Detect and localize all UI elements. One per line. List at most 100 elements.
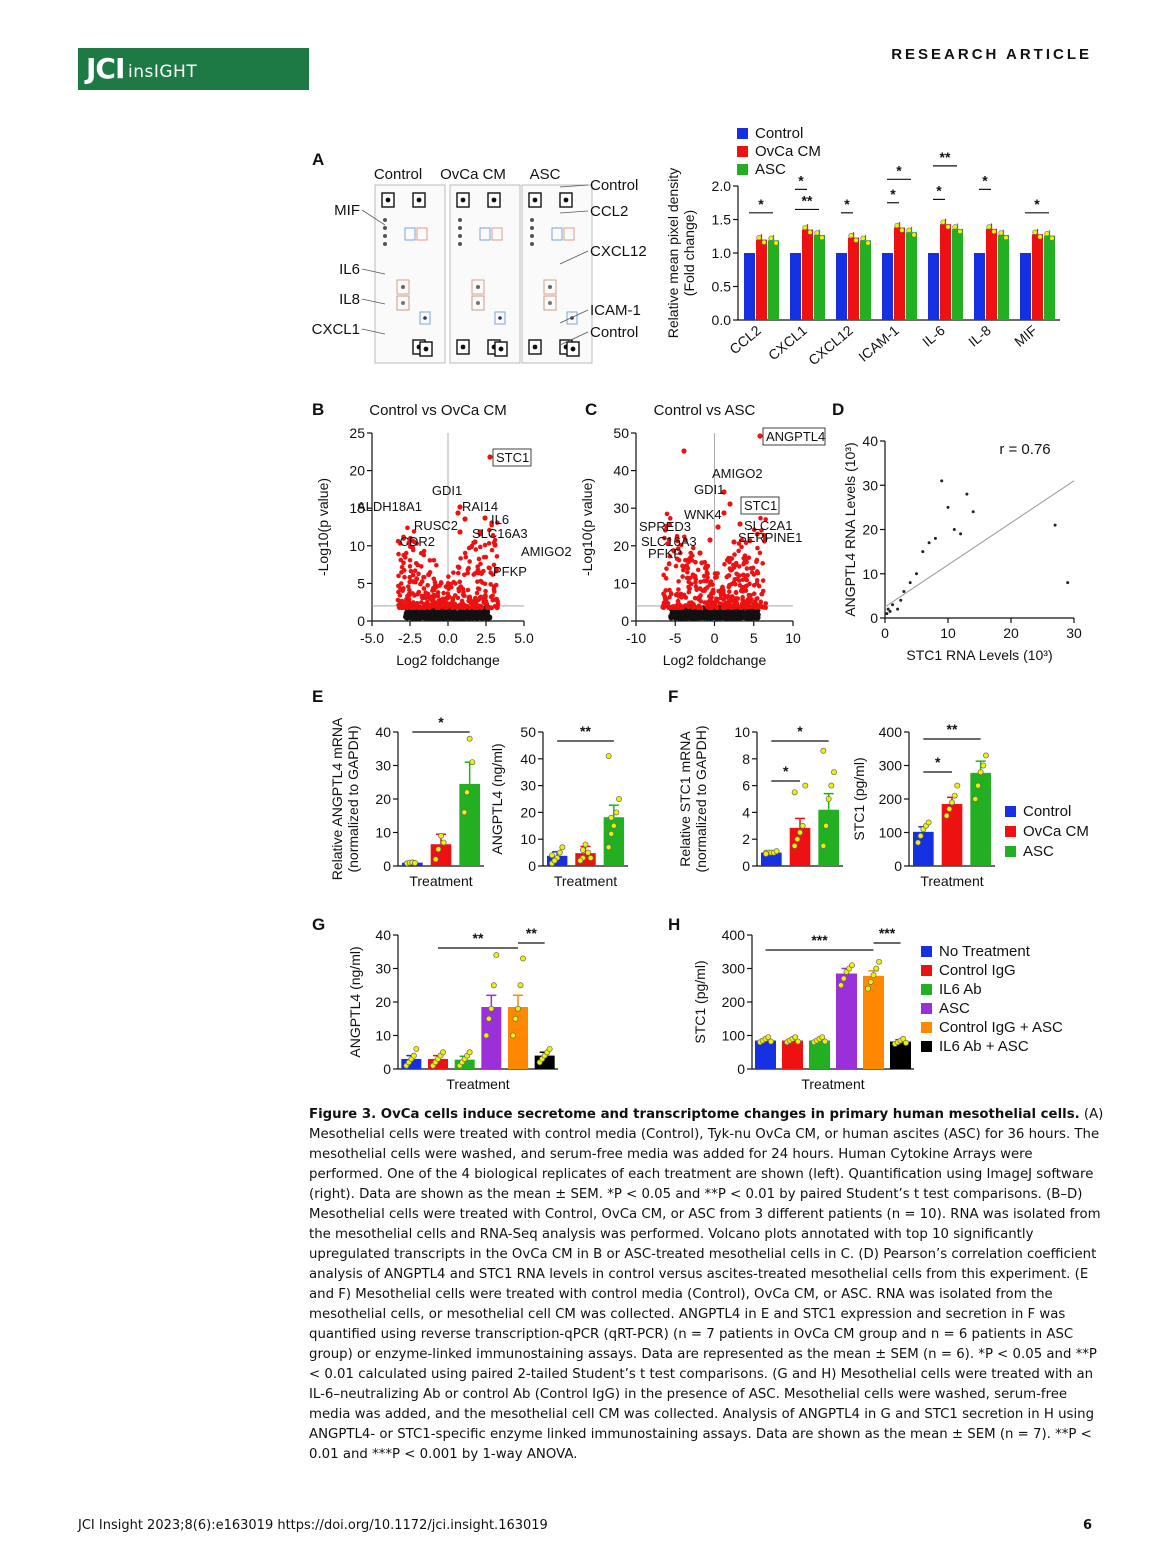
B_volcano-point-ns xyxy=(437,613,443,619)
C_volcano-point-sig xyxy=(757,433,763,439)
B_volcano-point-sig xyxy=(471,601,477,606)
F1-data-point xyxy=(828,782,835,789)
C_volcano-point-sig xyxy=(736,564,742,569)
H-data-point xyxy=(900,1035,907,1042)
A-bar xyxy=(814,234,825,320)
C_volcano-point-sig xyxy=(678,550,683,556)
F1-data-point xyxy=(794,836,801,843)
B_volcano-point-sig xyxy=(432,579,438,585)
B_volcano-y-label: -Log10(p value) xyxy=(315,478,331,576)
D-regression-line xyxy=(884,480,1075,608)
C_volcano-point-ns xyxy=(732,614,738,620)
C_volcano-gene-label: WNK4 xyxy=(684,507,722,522)
A-bar xyxy=(1044,235,1055,320)
B_volcano-point-sig xyxy=(411,579,417,585)
A-data-point xyxy=(761,239,767,245)
F2-y-tick-label: 200 xyxy=(879,791,903,807)
C_volcano-point-sig xyxy=(680,563,685,569)
A-data-point xyxy=(906,227,912,233)
H-y-tick-label: 400 xyxy=(722,927,746,943)
C_volcano-point-sig xyxy=(763,536,768,541)
F2-significance-label: * xyxy=(935,754,941,770)
icam-box xyxy=(566,311,578,325)
C_volcano-point-sig xyxy=(702,565,708,571)
E1-y-label: Relative ANGPTL4 mRNA xyxy=(329,717,345,880)
C_volcano-point-sig xyxy=(757,550,763,556)
G-y-tick-label: 0 xyxy=(383,1061,391,1077)
F1-y-tick-label: 10 xyxy=(734,724,750,740)
F2-y-tick-label: 300 xyxy=(879,758,903,774)
array-title: OvCa CM xyxy=(440,166,506,183)
panel-letter-A: A xyxy=(312,150,324,169)
array-left-label: IL6 xyxy=(339,261,360,278)
H-x-label: Treatment xyxy=(801,1076,864,1092)
B_volcano-point-sig xyxy=(462,516,468,522)
C_volcano-gene-label: SLC2A1 xyxy=(744,518,792,533)
B_volcano-point-ns xyxy=(478,615,483,621)
E2-data-point xyxy=(585,849,592,856)
A-category-label: MIF xyxy=(1011,322,1040,350)
D-data-point xyxy=(927,541,931,545)
H-legend-swatch xyxy=(921,1022,932,1033)
cytokine-array-membrane xyxy=(374,184,446,364)
A-data-point xyxy=(853,237,859,243)
C_volcano-point-sig xyxy=(737,583,743,588)
B_volcano-point-sig xyxy=(421,574,426,580)
reference-dot xyxy=(570,346,576,352)
B_volcano-gene-label: CDR2 xyxy=(400,534,435,549)
label-pointer xyxy=(361,298,386,305)
label-pointer xyxy=(361,209,386,226)
C_volcano-point-sig xyxy=(760,561,765,566)
A-data-point xyxy=(773,240,779,246)
C_volcano-point-sig xyxy=(754,596,759,602)
array-spot xyxy=(458,242,462,246)
C_volcano-point-sig xyxy=(666,537,672,542)
H-y-tick-label: 100 xyxy=(722,1028,746,1044)
C_volcano-point-sig xyxy=(710,582,715,587)
C_volcano-point-sig xyxy=(726,589,732,594)
B_volcano-point-sig xyxy=(457,529,463,535)
H-data-point xyxy=(876,958,882,965)
C_volcano-point-ns xyxy=(741,615,747,621)
D-data-point xyxy=(899,598,903,602)
A-data-point xyxy=(756,234,762,241)
logo-sub: insIGHT xyxy=(128,62,198,82)
C_volcano-x-tick-label: 10 xyxy=(785,630,801,646)
cxcl12-box xyxy=(416,227,428,241)
A-y-label: (Fold change) xyxy=(681,210,697,296)
B_volcano-point-sig xyxy=(435,593,441,599)
E1-bar xyxy=(459,783,480,866)
cxcl12-box xyxy=(491,227,503,241)
E1-data-point xyxy=(466,735,473,742)
reference-dot xyxy=(491,197,497,203)
array-spot xyxy=(530,218,534,222)
B_volcano-point-sig xyxy=(418,581,423,587)
array-spot xyxy=(383,226,387,230)
D-data-point xyxy=(908,581,912,585)
B_volcano-point-sig xyxy=(401,534,406,540)
C_volcano-point-sig xyxy=(685,569,690,575)
B_volcano-point-sig xyxy=(416,571,421,577)
C_volcano-point-sig xyxy=(751,527,757,533)
C_volcano-point-sig xyxy=(734,601,740,607)
F-legend-swatch xyxy=(1005,826,1016,837)
C_volcano-point-sig xyxy=(672,604,678,610)
A-category-label: ICAM-1 xyxy=(855,322,902,365)
D-x-tick-label: 30 xyxy=(1066,625,1082,641)
H-legend-label: ASC xyxy=(939,1000,970,1017)
A-significance-label: ** xyxy=(802,192,813,208)
A-significance-label: * xyxy=(936,182,942,198)
B_volcano-point-ns xyxy=(459,615,465,621)
B_volcano-point-sig xyxy=(475,567,481,573)
label-pointer xyxy=(559,184,589,188)
array-spot xyxy=(498,316,502,320)
H-y-label: STC1 (pg/ml) xyxy=(692,960,708,1043)
B_volcano-point-sig xyxy=(467,559,472,564)
E1-bar xyxy=(430,844,452,866)
C_volcano-point-sig xyxy=(734,571,739,577)
caption-title: Figure 3. OvCa cells induce secretome an… xyxy=(309,1107,1080,1122)
G-y-tick-label: 40 xyxy=(375,927,391,943)
C_volcano-point-sig xyxy=(726,600,732,605)
il6-box xyxy=(471,279,485,295)
